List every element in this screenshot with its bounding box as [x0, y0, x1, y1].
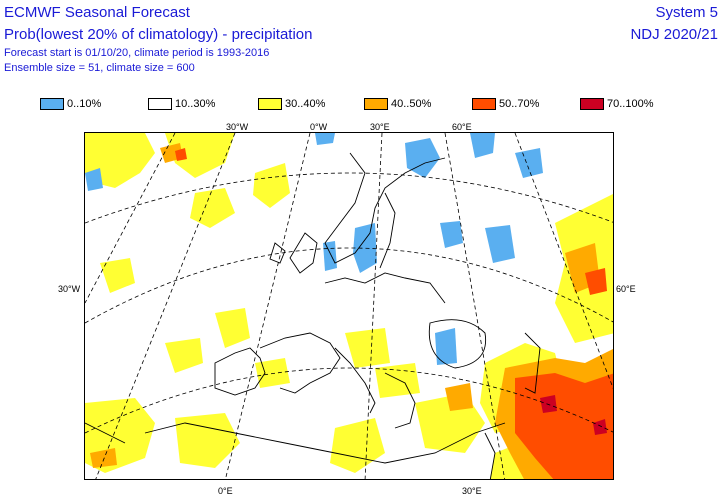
legend-item: 30..40%: [258, 96, 325, 112]
legend-swatch-0-10: [40, 98, 64, 110]
legend-item: 0..10%: [40, 96, 101, 112]
legend-label: 30..40%: [285, 98, 326, 110]
prob-70-100-areas: [540, 395, 607, 435]
graticule: [85, 133, 613, 479]
legend-swatch-30-40: [258, 98, 282, 110]
coastlines: [85, 152, 541, 479]
lon-label-top: 60°E: [452, 122, 472, 132]
map-svg: [85, 133, 613, 479]
prob-0-10-areas: [85, 133, 543, 365]
legend-item: 10..30%: [148, 96, 215, 112]
legend-item: 50..70%: [472, 96, 539, 112]
forecast-info: Forecast start is 01/10/20, climate peri…: [4, 47, 270, 59]
lon-label-bottom: 0°E: [218, 486, 233, 496]
legend-item: 40..50%: [364, 96, 431, 112]
lon-label-right: 60°E: [616, 284, 636, 294]
legend-swatch-70-100: [580, 98, 604, 110]
chart-title: ECMWF Seasonal Forecast: [4, 4, 190, 21]
chart-subtitle: Prob(lowest 20% of climatology) - precip…: [4, 26, 313, 43]
lon-label-bottom: 30°E: [462, 486, 482, 496]
lon-label-top: 30°E: [370, 122, 390, 132]
lon-label-top: 30°W: [226, 122, 249, 132]
legend-label: 40..50%: [391, 98, 432, 110]
legend-label: 0..10%: [67, 98, 102, 110]
forecast-map: [84, 132, 614, 480]
system-label: System 5: [655, 4, 718, 21]
legend-label: 50..70%: [499, 98, 540, 110]
prob-50-70-areas: [175, 148, 613, 479]
legend-swatch-10-30: [148, 98, 172, 110]
lon-label-top: 0°W: [310, 122, 328, 132]
legend-label: 70..100%: [607, 98, 654, 110]
legend-label: 10..30%: [175, 98, 216, 110]
legend-swatch-50-70: [472, 98, 496, 110]
legend-swatch-40-50: [364, 98, 388, 110]
lon-label-left: 30°W: [58, 284, 81, 294]
legend: 0..10% 10..30% 30..40% 40..50% 50..70% 7…: [40, 96, 720, 112]
ensemble-info: Ensemble size = 51, climate size = 600: [4, 62, 195, 74]
period-label: NDJ 2020/21: [630, 26, 718, 43]
legend-item: 70..100%: [580, 96, 653, 112]
